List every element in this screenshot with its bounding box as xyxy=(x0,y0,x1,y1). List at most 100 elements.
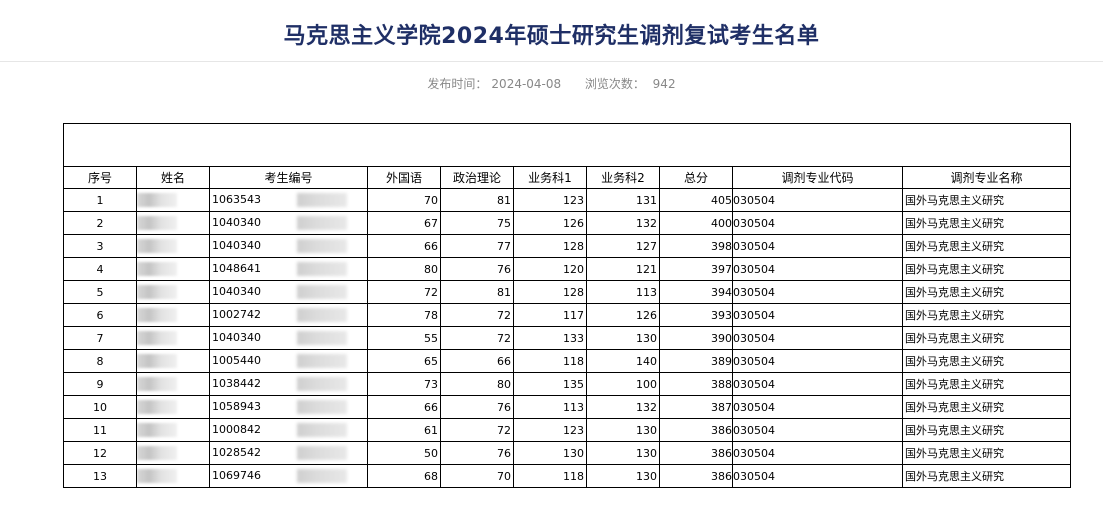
cell-total-text: 393 xyxy=(711,308,732,322)
cell-total: 389 xyxy=(659,349,733,373)
cell-major-name: 国外马克思主义研究 xyxy=(902,372,1071,396)
cell-no-text: 11 xyxy=(93,423,107,437)
cell-total-text: 398 xyxy=(711,239,732,253)
cell-major-code-text: 030504 xyxy=(733,239,776,253)
cell-subject-1: 123 xyxy=(513,418,587,442)
cell-major-code: 030504 xyxy=(732,464,903,488)
cell-politics-text: 76 xyxy=(497,400,511,414)
cell-subject-1: 133 xyxy=(513,326,587,350)
cell-major-name-text: 国外马克思主义研究 xyxy=(905,401,1004,414)
cell-name-redacted xyxy=(136,257,210,281)
cell-politics: 80 xyxy=(440,372,514,396)
cell-major-name: 国外马克思主义研究 xyxy=(902,441,1071,465)
cell-total: 405 xyxy=(659,188,733,212)
cell-no-text: 2 xyxy=(96,216,104,230)
cell-exam-id: 1040340 xyxy=(209,211,368,235)
cell-exam-id-text: 1058943 xyxy=(212,400,261,413)
cell-major-name-text: 国外马克思主义研究 xyxy=(905,194,1004,207)
candidate-table-container: 序号 姓名 考生编号 外国语 政治理论 业务科1 业务科2 总分 调剂专业代码 … xyxy=(63,123,1071,488)
cell-exam-id: 1063543 xyxy=(209,188,368,212)
cell-major-name-text: 国外马克思主义研究 xyxy=(905,355,1004,368)
cell-exam-id: 1038442 xyxy=(209,372,368,396)
cell-subject-1: 118 xyxy=(513,349,587,373)
col-header-major-name: 调剂专业名称 xyxy=(902,166,1071,189)
cell-no-text: 4 xyxy=(96,262,104,276)
cell-major-code-text: 030504 xyxy=(733,216,776,230)
redacted-name-mask xyxy=(137,262,177,277)
cell-politics-text: 75 xyxy=(497,216,511,230)
cell-politics: 76 xyxy=(440,395,514,419)
cell-politics: 76 xyxy=(440,441,514,465)
redacted-id-mask xyxy=(297,423,347,437)
cell-total-text: 386 xyxy=(711,446,732,460)
cell-foreign-language-text: 50 xyxy=(424,446,438,460)
cell-name-redacted xyxy=(136,280,210,304)
cell-major-code: 030504 xyxy=(732,280,903,304)
cell-politics-text: 70 xyxy=(497,469,511,483)
cell-exam-id-text: 1040340 xyxy=(212,285,261,298)
cell-foreign-language: 65 xyxy=(367,349,441,373)
cell-major-name-text: 国外马克思主义研究 xyxy=(905,470,1004,483)
cell-foreign-language-text: 73 xyxy=(424,377,438,391)
cell-major-name: 国外马克思主义研究 xyxy=(902,211,1071,235)
table-row: 13 1069746 68 70 118 130 386 030504 国外马克思主义研究 xyxy=(63,464,1071,488)
redacted-name-mask xyxy=(137,469,177,484)
table-row: 2 1040340 67 75 126 132 400 030504 国外马克思主义研究 xyxy=(63,211,1071,235)
cell-subject-2-text: 132 xyxy=(636,400,657,414)
table-row: 5 1040340 72 81 128 113 394 030504 国外马克思主义研究 xyxy=(63,280,1071,304)
table-row: 7 1040340 55 72 133 130 390 030504 国外马克思主义研究 xyxy=(63,326,1071,350)
cell-major-code-text: 030504 xyxy=(733,308,776,322)
cell-subject-2-text: 130 xyxy=(636,423,657,437)
cell-subject-2-text: 130 xyxy=(636,469,657,483)
cell-major-name-text: 国外马克思主义研究 xyxy=(905,332,1004,345)
cell-subject-1-text: 128 xyxy=(563,239,584,253)
cell-no-text: 9 xyxy=(96,377,104,391)
table-row: 8 1005440 65 66 118 140 389 030504 国外马克思主义研究 xyxy=(63,349,1071,373)
cell-foreign-language-text: 55 xyxy=(424,331,438,345)
cell-no-text: 6 xyxy=(96,308,104,322)
cell-exam-id-text: 1040340 xyxy=(212,239,261,252)
cell-politics: 72 xyxy=(440,418,514,442)
col-header-name: 姓名 xyxy=(136,166,210,189)
cell-total-text: 390 xyxy=(711,331,732,345)
cell-subject-2-text: 132 xyxy=(636,216,657,230)
table-row: 10 1058943 66 76 113 132 387 030504 国外马克思主义研究 xyxy=(63,395,1071,419)
views-count: 942 xyxy=(652,77,676,91)
article-meta: 发布时间： 2024-04-08 浏览次数： 942 xyxy=(0,75,1103,92)
cell-name-redacted xyxy=(136,372,210,396)
cell-major-name-text: 国外马克思主义研究 xyxy=(905,378,1004,391)
table-row: 4 1048641 80 76 120 121 397 030504 国外马克思主义研究 xyxy=(63,257,1071,281)
cell-name-redacted xyxy=(136,211,210,235)
cell-exam-id: 1040340 xyxy=(209,326,368,350)
cell-subject-2-text: 130 xyxy=(636,331,657,345)
cell-subject-1: 130 xyxy=(513,441,587,465)
cell-foreign-language: 67 xyxy=(367,211,441,235)
cell-subject-2: 126 xyxy=(586,303,660,327)
cell-subject-2: 132 xyxy=(586,395,660,419)
cell-subject-2-text: 130 xyxy=(636,446,657,460)
cell-foreign-language: 50 xyxy=(367,441,441,465)
cell-subject-2-text: 131 xyxy=(636,193,657,207)
cell-name-redacted xyxy=(136,234,210,258)
cell-total-text: 387 xyxy=(711,400,732,414)
table-row: 11 1000842 61 72 123 130 386 030504 国外马克思主义研究 xyxy=(63,418,1071,442)
cell-foreign-language-text: 78 xyxy=(424,308,438,322)
redacted-name-mask xyxy=(137,446,177,461)
cell-exam-id-text: 1000842 xyxy=(212,423,261,436)
cell-politics-text: 72 xyxy=(497,331,511,345)
cell-exam-id: 1058943 xyxy=(209,395,368,419)
table-row: 3 1040340 66 77 128 127 398 030504 国外马克思主义研究 xyxy=(63,234,1071,258)
cell-subject-2: 130 xyxy=(586,418,660,442)
cell-major-code: 030504 xyxy=(732,372,903,396)
cell-total-text: 386 xyxy=(711,423,732,437)
cell-exam-id: 1069746 xyxy=(209,464,368,488)
cell-no: 8 xyxy=(63,349,137,373)
cell-exam-id: 1040340 xyxy=(209,234,368,258)
cell-politics-text: 72 xyxy=(497,308,511,322)
cell-name-redacted xyxy=(136,188,210,212)
cell-major-name-text: 国外马克思主义研究 xyxy=(905,424,1004,437)
cell-subject-1-text: 113 xyxy=(563,400,584,414)
redacted-id-mask xyxy=(297,262,347,276)
cell-no-text: 8 xyxy=(96,354,104,368)
redacted-id-mask xyxy=(297,308,347,322)
